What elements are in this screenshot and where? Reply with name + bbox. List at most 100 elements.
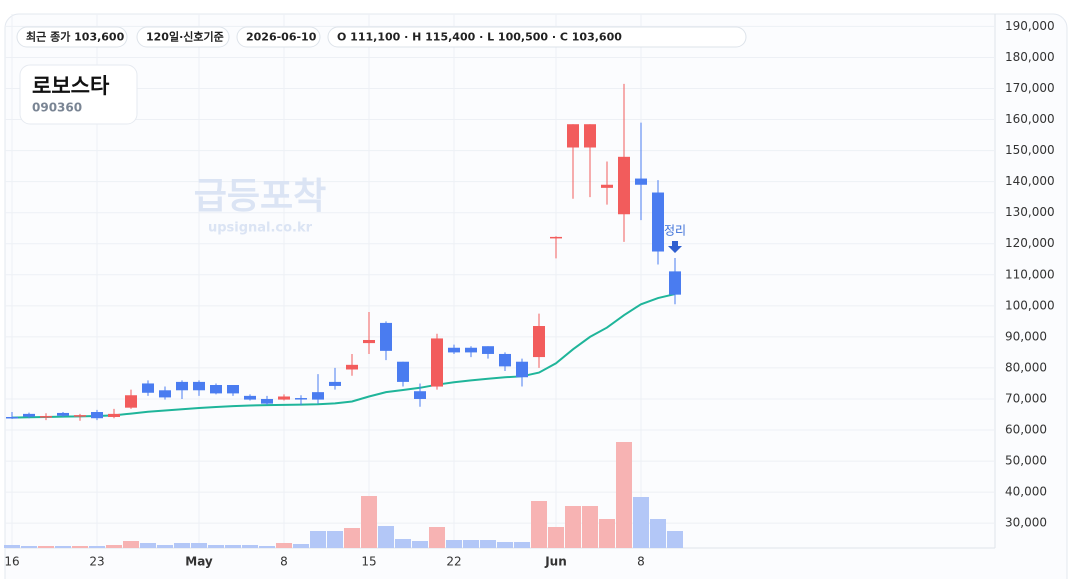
y-tick-label: 30,000 <box>1005 516 1047 530</box>
candle-body <box>465 347 477 353</box>
volume-bar <box>55 546 71 548</box>
volume-bar <box>497 542 513 548</box>
y-tick-label: 120,000 <box>1005 236 1055 250</box>
volume-bar <box>38 546 54 548</box>
volume-bar <box>208 545 224 548</box>
y-tick-label: 50,000 <box>1005 454 1047 468</box>
candle-body <box>482 346 494 354</box>
watermark-site: upsignal.co.kr <box>208 221 313 236</box>
volume-bar <box>259 546 275 548</box>
volume-bar <box>89 546 105 548</box>
y-tick-label: 110,000 <box>1005 267 1055 281</box>
x-tick-label: 23 <box>89 555 104 569</box>
candle-body <box>108 413 120 417</box>
candle-body <box>227 385 239 394</box>
chips: 최근 종가 103,600 120일·신호기준 2026-06-10 O 111… <box>16 26 747 48</box>
y-tick-label: 60,000 <box>1005 423 1047 437</box>
volume-bar <box>429 527 445 548</box>
volume-bar <box>514 542 530 548</box>
volume-bar <box>225 545 241 548</box>
candle-body <box>516 361 528 378</box>
candle-body <box>74 415 86 417</box>
candle-body <box>601 184 613 188</box>
y-tick-label: 130,000 <box>1005 205 1055 219</box>
candle-body <box>669 271 681 295</box>
x-tick-label: 8 <box>280 555 288 569</box>
candle-body <box>448 347 460 353</box>
candle-body <box>346 364 358 370</box>
chip-text: O 111,100 · H 115,400 · L 100,500 · C 10… <box>337 31 622 44</box>
candle-body <box>363 339 375 344</box>
panel <box>4 13 1068 583</box>
candle-body <box>652 192 664 252</box>
volume-bar <box>531 501 547 548</box>
x-tick-label: 16 <box>4 555 19 569</box>
volume-bar <box>106 545 122 548</box>
volume-bar <box>242 545 258 548</box>
candle-body <box>295 398 307 400</box>
y-tick-label: 150,000 <box>1005 143 1055 157</box>
volume-bar <box>480 540 496 548</box>
candle-body <box>210 385 222 394</box>
volume-bar <box>21 546 37 548</box>
candle-body <box>533 326 545 358</box>
x-tick-label: 22 <box>446 555 461 569</box>
volume-bar <box>582 506 598 548</box>
volume-bar <box>174 543 190 548</box>
volume-bar <box>344 528 360 548</box>
y-tick-label: 40,000 <box>1005 485 1047 499</box>
candle-body <box>125 395 137 408</box>
candle-body <box>397 361 409 382</box>
y-tick-label: 80,000 <box>1005 360 1047 374</box>
volume-bar <box>633 497 649 548</box>
volume-bar <box>565 506 581 548</box>
volume-bar <box>191 543 207 548</box>
candle-body <box>584 124 596 148</box>
candle-body <box>380 322 392 351</box>
chip <box>136 26 230 48</box>
x-tick-label: 15 <box>361 555 376 569</box>
candle-body <box>261 398 273 404</box>
title-card <box>19 64 138 125</box>
volume-bar <box>446 540 462 548</box>
candle-body <box>176 381 188 391</box>
volume-bar <box>412 541 428 548</box>
candle-body <box>244 395 256 400</box>
volume-bar <box>667 531 683 548</box>
volume-bar <box>548 527 564 548</box>
x-tick-label: Jun <box>544 555 567 569</box>
volume-bar <box>395 539 411 548</box>
candle-body <box>278 396 290 400</box>
volume-bar <box>361 496 377 548</box>
moving-average <box>11 293 676 419</box>
volume-bar <box>123 541 139 548</box>
y-tick-label: 100,000 <box>1005 298 1055 312</box>
volume-bar <box>378 526 394 548</box>
y-tick-label: 180,000 <box>1005 50 1055 64</box>
candle-body <box>91 412 103 419</box>
volume-bar <box>310 531 326 548</box>
volume-bar <box>327 531 343 548</box>
stock-name: 로보스타 <box>32 74 110 98</box>
volume-bar <box>140 543 156 548</box>
candle-body <box>193 381 205 391</box>
volume-bar <box>599 519 615 548</box>
chip <box>236 26 321 48</box>
candle-body <box>329 381 341 386</box>
candle-body <box>567 124 579 148</box>
candle-body <box>23 413 35 417</box>
volume-bar <box>463 540 479 548</box>
candle-body <box>550 236 562 239</box>
candle-body <box>618 156 630 215</box>
y-tick-label: 140,000 <box>1005 174 1055 188</box>
candle-body <box>57 412 69 416</box>
volume-bar <box>72 546 88 548</box>
volume-bar <box>616 442 632 548</box>
volume-bar <box>293 544 309 548</box>
y-tick-label: 190,000 <box>1005 19 1055 33</box>
volume-bar <box>4 545 20 548</box>
chip <box>327 26 747 48</box>
volume-bar <box>650 519 666 548</box>
